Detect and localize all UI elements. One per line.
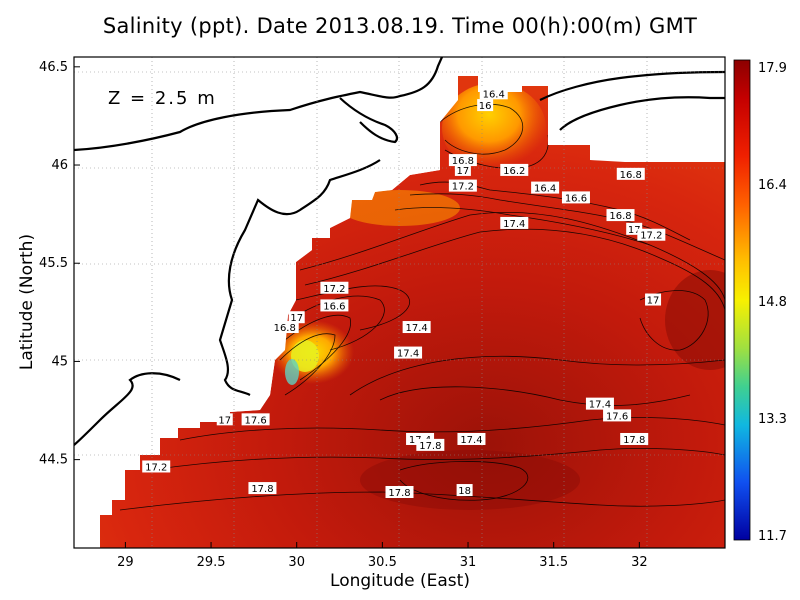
contour-label: 17.2: [145, 462, 167, 473]
x-tick-label: 31.5: [539, 555, 568, 570]
contour-label: 17: [218, 415, 231, 426]
contour-label: 16.6: [323, 301, 345, 312]
x-tick-label: 32: [631, 555, 648, 570]
contour-label: 17.2: [452, 182, 474, 193]
contour-label: 17.8: [419, 441, 441, 452]
chart-title: Salinity (ppt). Date 2013.08.19. Time 00…: [0, 14, 800, 38]
contour-label: 16.2: [503, 166, 525, 177]
contour-label: 18: [458, 486, 471, 497]
colorbar-ticks: 17.9 16.4 14.8 13.3 11.7: [758, 61, 787, 544]
x-tick-label: 29: [117, 555, 134, 570]
contour-label: 17: [647, 296, 660, 307]
depth-label: Z = 2.5 m: [108, 88, 217, 109]
colorbar-tick-label: 17.9: [758, 61, 787, 76]
contour-label: 17.6: [606, 411, 628, 422]
y-tick-label: 46: [51, 158, 68, 173]
contour-label: 17.4: [397, 349, 419, 360]
contour-label: 17: [457, 166, 470, 177]
colorbar-tick-label: 16.4: [758, 178, 787, 193]
plume-cyan: [285, 359, 299, 385]
contour-label: 17.2: [640, 231, 662, 242]
contour-label: 17.6: [244, 415, 266, 426]
contour-label: 17.8: [388, 488, 410, 499]
colorbar-tick-label: 11.7: [758, 529, 787, 544]
contour-label: 17.8: [251, 484, 273, 495]
contour-label: 17.4: [589, 400, 611, 411]
contour-label: 16.8: [609, 211, 631, 222]
y-axis-label: Latitude (North): [17, 234, 37, 370]
contour-label: 17.8: [623, 435, 645, 446]
contour-label: 16: [479, 101, 492, 112]
contour-label: 17.4: [405, 323, 427, 334]
y-tick-label: 46.5: [39, 60, 68, 75]
contour-label: 17.2: [323, 284, 345, 295]
x-tick-label: 29.5: [197, 555, 226, 570]
x-tick-label: 30.5: [368, 555, 397, 570]
colorbar-tick-label: 14.8: [758, 295, 787, 310]
y-tick-label: 44.5: [39, 453, 68, 468]
y-tick-label: 45.5: [39, 256, 68, 271]
contour-label: 16.6: [565, 193, 587, 204]
contour-label: 17.4: [460, 435, 482, 446]
colorbar: [734, 60, 750, 540]
colorbar-tick-label: 13.3: [758, 412, 787, 427]
x-tick-label: 31: [460, 555, 477, 570]
x-tick-label: 30: [288, 555, 305, 570]
x-axis-label: Longitude (East): [330, 571, 470, 591]
contour-label: 16.8: [274, 323, 296, 334]
contour-label: 16.8: [620, 170, 642, 181]
y-tick-label: 45: [51, 354, 68, 369]
contour-label: 17.4: [503, 219, 525, 230]
contour-label: 16.4: [534, 184, 556, 195]
contour-label: 16.4: [483, 89, 505, 100]
